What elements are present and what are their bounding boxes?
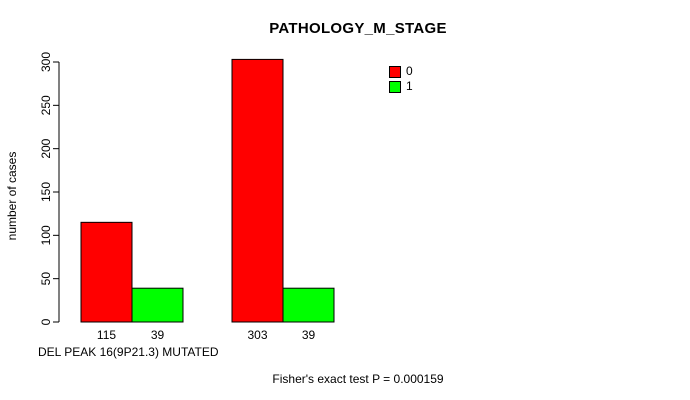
legend: 0 1 <box>389 65 413 95</box>
bar-value-label: 39 <box>151 328 165 342</box>
y-tick-label: 150 <box>39 182 53 202</box>
legend-item-0: 0 <box>389 65 413 78</box>
x-axis-caption: DEL PEAK 16(9P21.3) MUTATED <box>38 345 219 359</box>
bar-series-0-group-1 <box>80 221 133 323</box>
bar-series-1-group-1 <box>131 287 184 323</box>
y-tick-label: 300 <box>39 52 53 72</box>
legend-label-1: 1 <box>406 79 413 93</box>
y-tick-label: 0 <box>39 318 53 325</box>
bar-value-label: 303 <box>247 328 267 342</box>
y-tick-label: 100 <box>39 225 53 245</box>
legend-swatch-green <box>389 80 401 93</box>
chart-title: PATHOLOGY_M_STAGE <box>269 20 447 37</box>
bar-series-0-group-2 <box>231 58 284 323</box>
y-tick-label: 50 <box>39 272 53 286</box>
legend-swatch-red <box>389 65 401 78</box>
legend-label-0: 0 <box>406 64 413 78</box>
legend-item-1: 1 <box>389 80 413 93</box>
bar-value-label: 115 <box>97 328 116 342</box>
bar-value-label: 39 <box>302 328 316 342</box>
fisher-test-annotation: Fisher's exact test P = 0.000159 <box>272 372 444 386</box>
y-tick-label: 200 <box>39 138 53 158</box>
bar-series-1-group-2 <box>282 287 335 323</box>
y-tick-label: 250 <box>39 95 53 115</box>
